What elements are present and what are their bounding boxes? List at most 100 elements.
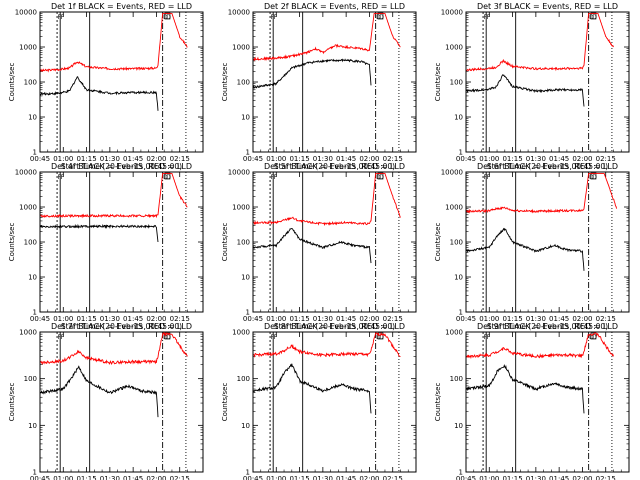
plot-frame xyxy=(465,11,630,153)
x-tick-label: 02:15 xyxy=(596,155,616,163)
events-series-line xyxy=(253,58,372,90)
x-tick-label: 01:00 xyxy=(479,315,499,323)
y-axis-label: Counts/sec xyxy=(8,383,16,422)
x-tick-label: 01:45 xyxy=(549,475,569,480)
y-tick-label: 10000 xyxy=(441,169,463,177)
panel-title: Det 7f BLACK = Events, RED = LLD xyxy=(51,322,192,331)
y-tick-label: 10000 xyxy=(15,169,37,177)
x-tick-label: 01:15 xyxy=(76,155,96,163)
x-tick-label: 01:00 xyxy=(266,475,286,480)
x-tick-label: 01:45 xyxy=(549,315,569,323)
time-marker-label: D xyxy=(166,174,171,181)
events-series-line xyxy=(40,365,159,418)
x-tick-label: 00:45 xyxy=(456,315,476,323)
x-tick-label: 00:45 xyxy=(243,155,263,163)
panel-det-6: Det 6f BLACK = Events, RED = LLD 1 10 100 10… xyxy=(434,162,630,331)
panel-det-8: Det 8f BLACK = Events, RED = LLD 1 10 100 10… xyxy=(221,322,417,480)
time-marker-label: F xyxy=(58,174,62,181)
plot-frame xyxy=(465,331,630,473)
lld-series-line xyxy=(40,332,188,366)
y-axis-label: Counts/sec xyxy=(221,383,229,422)
time-marker-label: F xyxy=(58,334,62,341)
x-tick-label: 00:45 xyxy=(456,155,476,163)
panel-title: Det 9f BLACK = Events, RED = LLD xyxy=(477,322,618,331)
x-tick-label: 01:30 xyxy=(100,315,120,323)
x-tick-label: 01:00 xyxy=(266,155,286,163)
x-axis-label: Start Time (20-Feb-15 00:45:00) xyxy=(274,322,395,331)
plot-frame xyxy=(252,171,417,313)
y-tick-label: 10 xyxy=(28,422,37,430)
y-tick-label: 10 xyxy=(454,422,463,430)
x-tick-label: 02:15 xyxy=(170,475,190,480)
y-tick-label: 10 xyxy=(241,422,250,430)
y-tick-label: 10 xyxy=(28,114,37,122)
saa-marker-box xyxy=(590,332,597,340)
x-tick-label: 01:00 xyxy=(479,475,499,480)
time-marker-label: F xyxy=(274,174,278,181)
x-tick-label: 01:45 xyxy=(123,315,143,323)
plot-frame xyxy=(465,171,630,313)
y-tick-label: 100 xyxy=(237,79,250,87)
panel-det-1: Det 1f BLACK = Events, RED = LLD 1 10 100 10… xyxy=(8,2,204,171)
saa-marker-box xyxy=(590,172,597,180)
time-marker-label: F xyxy=(484,14,488,21)
x-tick-label: 01:30 xyxy=(100,155,120,163)
y-tick-label: 1000 xyxy=(19,204,37,212)
x-tick-label: 02:00 xyxy=(359,155,379,163)
x-tick-label: 01:30 xyxy=(526,475,546,480)
saa-marker-box xyxy=(377,12,384,20)
events-series-line xyxy=(40,76,159,111)
time-marker-label: F xyxy=(61,14,65,21)
x-tick-label: 02:00 xyxy=(572,475,592,480)
x-tick-label: 01:15 xyxy=(502,475,522,480)
x-tick-label: 02:15 xyxy=(596,315,616,323)
y-axis-label: Counts/sec xyxy=(434,223,442,262)
time-marker-label: D xyxy=(589,14,594,21)
x-tick-label: 02:00 xyxy=(572,315,592,323)
x-tick-label: 02:00 xyxy=(359,475,379,480)
y-tick-label: 1000 xyxy=(232,329,250,337)
plot-frame xyxy=(39,11,204,153)
y-tick-label: 1000 xyxy=(19,44,37,52)
time-marker-label: F xyxy=(487,174,491,181)
y-tick-label: 1000 xyxy=(232,204,250,212)
time-marker-label: F xyxy=(271,334,275,341)
events-series-line xyxy=(466,227,585,271)
lld-series-line xyxy=(40,13,188,73)
panel-title: Det 6f BLACK = Events, RED = LLD xyxy=(477,162,618,171)
x-tick-label: 00:45 xyxy=(243,475,263,480)
x-tick-label: 00:45 xyxy=(30,315,50,323)
y-tick-label: 1000 xyxy=(445,44,463,52)
panel-title: Det 2f BLACK = Events, RED = LLD xyxy=(264,2,405,11)
panel-det-9: Det 9f BLACK = Events, RED = LLD 1 10 100 10… xyxy=(434,322,630,480)
y-tick-label: 1 xyxy=(33,309,37,317)
panel-title: Det 4f BLACK = Events, RED = LLD xyxy=(51,162,192,171)
events-series-line xyxy=(40,223,159,243)
y-tick-label: 1 xyxy=(246,469,250,477)
x-tick-label: 01:45 xyxy=(123,475,143,480)
panel-title: Det 3f BLACK = Events, RED = LLD xyxy=(477,2,618,11)
x-tick-label: 01:00 xyxy=(53,155,73,163)
lld-series-line xyxy=(466,173,618,214)
x-tick-label: 01:30 xyxy=(526,155,546,163)
time-marker-label: D xyxy=(379,14,384,21)
time-marker-label: D xyxy=(376,14,381,21)
time-marker-label: D xyxy=(376,174,381,181)
y-tick-label: 1000 xyxy=(445,329,463,337)
x-tick-label: 02:15 xyxy=(596,475,616,480)
plot-frame xyxy=(39,331,204,473)
y-tick-label: 10 xyxy=(28,274,37,282)
y-tick-label: 100 xyxy=(450,79,463,87)
saa-marker-box xyxy=(590,12,597,20)
time-marker-label: D xyxy=(379,334,384,341)
x-tick-label: 02:15 xyxy=(383,155,403,163)
x-tick-label: 01:15 xyxy=(502,155,522,163)
x-tick-label: 01:30 xyxy=(526,315,546,323)
y-tick-label: 100 xyxy=(450,239,463,247)
x-tick-label: 01:00 xyxy=(479,155,499,163)
x-axis-label: Start Time (20-Feb-15 00:45:00) xyxy=(487,162,608,171)
time-marker-label: F xyxy=(274,334,278,341)
y-tick-label: 1 xyxy=(459,469,463,477)
y-tick-label: 1000 xyxy=(19,329,37,337)
saa-marker-box xyxy=(164,12,171,20)
